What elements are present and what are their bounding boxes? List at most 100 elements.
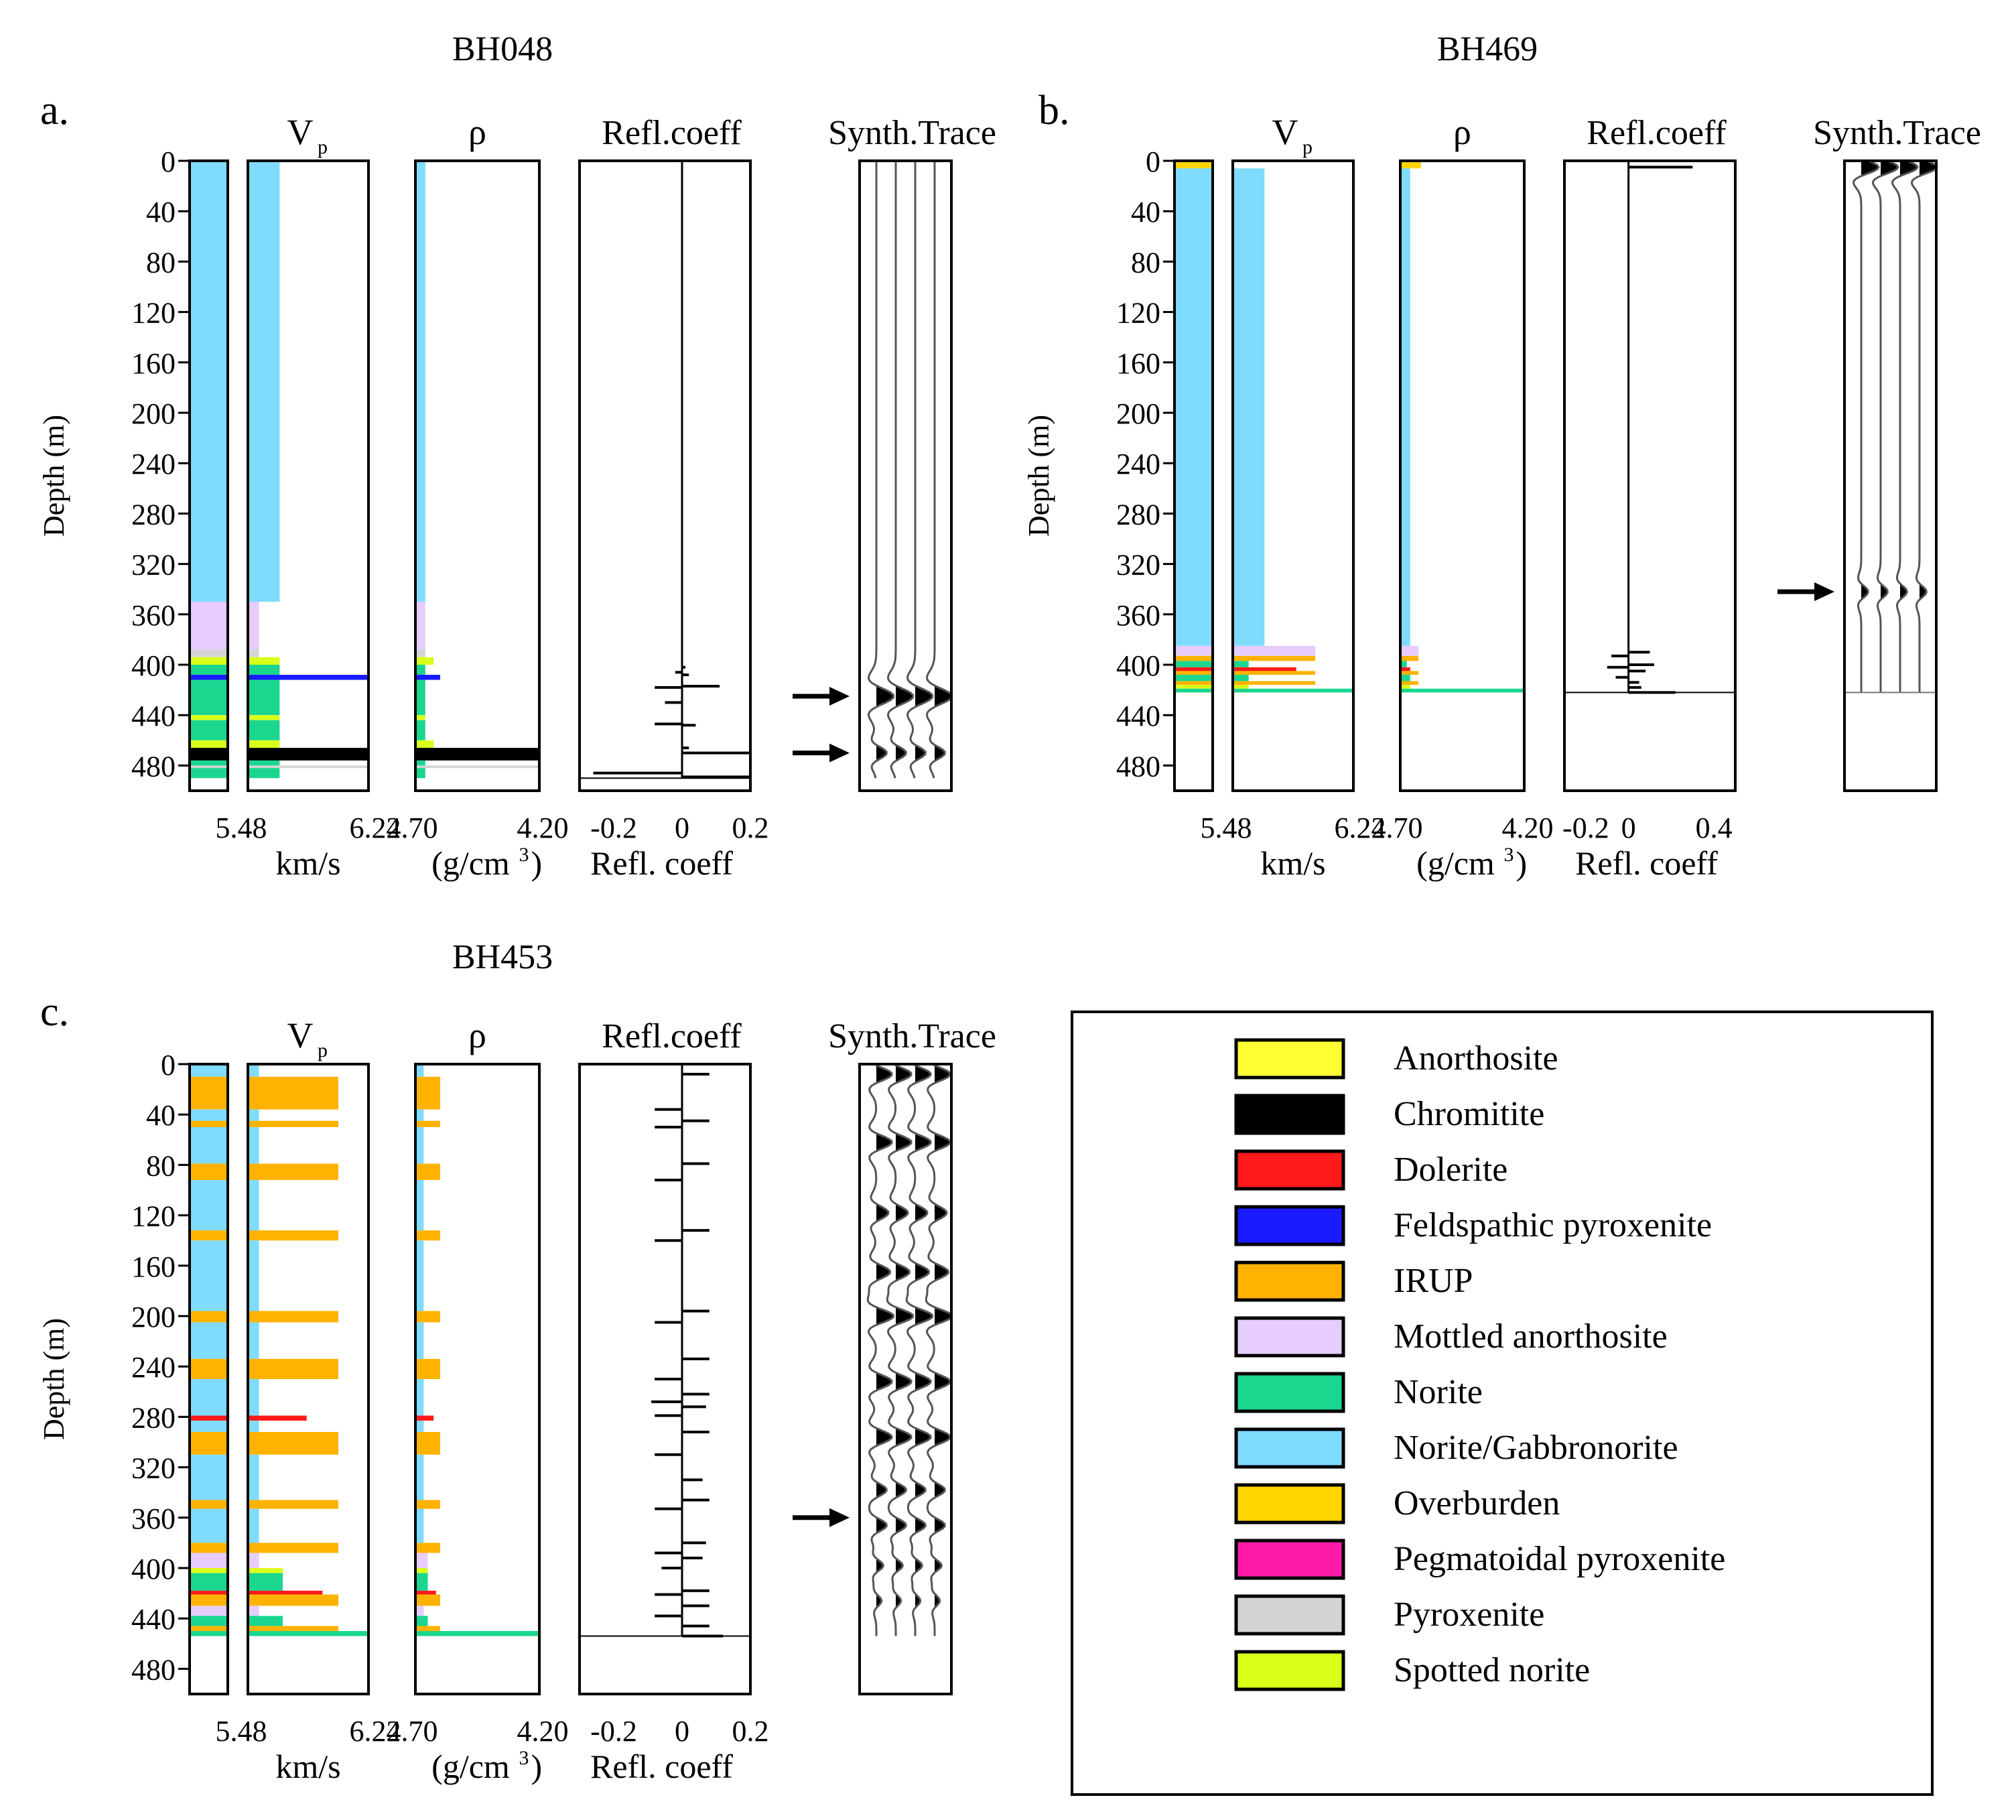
depth-tick: 200 bbox=[1116, 397, 1160, 430]
rho-bar bbox=[415, 1120, 440, 1127]
vp-heading-sub: p bbox=[318, 1039, 328, 1061]
trace-frame bbox=[858, 159, 953, 792]
synthetic-trace bbox=[866, 1063, 953, 1636]
panel-label: a. bbox=[40, 88, 69, 133]
vp-bar bbox=[248, 1606, 259, 1616]
lith-layer bbox=[1174, 661, 1213, 667]
vp-bar bbox=[248, 1543, 338, 1553]
vp-bar bbox=[248, 1568, 283, 1573]
rho-bar bbox=[415, 1626, 440, 1631]
depth-tick: 280 bbox=[1116, 498, 1160, 531]
vp-bar bbox=[248, 1631, 368, 1636]
vp-column bbox=[248, 1064, 368, 1636]
rho-tick: 2.70 bbox=[387, 811, 438, 844]
depth-tick: 160 bbox=[131, 1250, 176, 1283]
depth-tick: 200 bbox=[131, 1301, 176, 1334]
rho-bar bbox=[415, 1311, 440, 1323]
lith-layer bbox=[1174, 685, 1213, 689]
depth-tick: 360 bbox=[131, 599, 176, 632]
vp-bar bbox=[1233, 168, 1265, 646]
lith-layer bbox=[190, 1553, 228, 1568]
rho-heading: ρ bbox=[1453, 112, 1471, 152]
vp-column bbox=[1233, 161, 1353, 693]
legend-swatch bbox=[1234, 1038, 1345, 1080]
lith-layer bbox=[190, 765, 228, 769]
depth-tick: 120 bbox=[1116, 297, 1160, 330]
vp-bar bbox=[1233, 645, 1316, 656]
depth-tick: 480 bbox=[131, 750, 176, 783]
depth-axis-label: Depth (m) bbox=[1022, 415, 1055, 537]
rho-unit-end: ) bbox=[531, 844, 543, 882]
vp-bar bbox=[248, 1322, 259, 1359]
lith-layer bbox=[190, 1240, 228, 1311]
trace-wiggle bbox=[886, 1063, 915, 1636]
event-arrow-head bbox=[829, 743, 850, 763]
refl-tick: 0.2 bbox=[732, 811, 769, 844]
vp-bar bbox=[248, 1500, 338, 1509]
vp-bar bbox=[248, 1421, 259, 1432]
rho-unit-end: ) bbox=[531, 1748, 543, 1785]
vp-bar bbox=[248, 1311, 338, 1323]
rho-column bbox=[415, 1064, 539, 1636]
lithology-column bbox=[1174, 161, 1213, 693]
lith-layer bbox=[190, 1431, 228, 1455]
rho-bar bbox=[415, 1163, 440, 1180]
depth-tick: 480 bbox=[1116, 750, 1160, 783]
rho-bar bbox=[415, 1064, 424, 1077]
trace-wiggle bbox=[867, 161, 894, 779]
depth-tick: 400 bbox=[1116, 649, 1160, 682]
refl-tick: -0.2 bbox=[1562, 811, 1609, 844]
vp-bar bbox=[248, 1415, 307, 1421]
rho-unit: (g/cm bbox=[1416, 844, 1495, 882]
depth-tick: 160 bbox=[1116, 347, 1160, 380]
vp-column bbox=[248, 161, 368, 779]
rho-tick: 4.20 bbox=[517, 811, 569, 844]
refl-heading: Refl.coeff bbox=[1587, 114, 1727, 152]
rho-bar bbox=[1400, 645, 1419, 656]
depth-tick: 0 bbox=[1146, 145, 1160, 178]
vp-bar bbox=[248, 161, 280, 602]
vp-tick: 6.24 bbox=[1335, 811, 1386, 844]
depth-tick: 0 bbox=[161, 145, 176, 178]
lith-layer bbox=[1174, 667, 1213, 671]
legend-label: Spotted norite bbox=[1394, 1651, 1590, 1689]
lith-layer bbox=[190, 675, 228, 680]
depth-tick: 360 bbox=[1116, 599, 1160, 632]
trace-frame bbox=[858, 1063, 953, 1695]
rho-bar bbox=[415, 679, 425, 716]
rho-bar bbox=[415, 1421, 424, 1432]
refl-column bbox=[580, 1064, 750, 1638]
legend-label: Overburden bbox=[1394, 1484, 1560, 1522]
lith-layer bbox=[190, 665, 228, 675]
depth-tick: 0 bbox=[161, 1049, 176, 1082]
refl-tick: -0.2 bbox=[590, 1715, 637, 1748]
synth-heading: Synth.Trace bbox=[828, 114, 996, 152]
panel-title: BH453 bbox=[452, 938, 553, 976]
lith-layer bbox=[190, 1120, 228, 1127]
lith-layer bbox=[190, 1322, 228, 1359]
depth-tick: 80 bbox=[1131, 246, 1160, 279]
lith-layer bbox=[190, 1626, 228, 1631]
rho-bar bbox=[1400, 675, 1410, 681]
event-arrow-head bbox=[1814, 582, 1834, 601]
lith-layer bbox=[190, 1500, 228, 1509]
refl-frame bbox=[1563, 159, 1737, 792]
rho-unit-end: ) bbox=[1516, 844, 1528, 882]
vp-bar bbox=[248, 679, 280, 716]
lith-layer bbox=[190, 1230, 228, 1241]
lith-layer bbox=[190, 1454, 228, 1500]
depth-tick: 280 bbox=[131, 1401, 176, 1434]
legend-label: Feldspathic pyroxenite bbox=[1394, 1206, 1712, 1244]
legend-label: Dolerite bbox=[1394, 1151, 1507, 1189]
panel-label: b. bbox=[1038, 88, 1070, 133]
legend-label: Anorthosite bbox=[1394, 1039, 1558, 1078]
depth-tick: 400 bbox=[131, 1553, 176, 1585]
lith-layer bbox=[190, 1543, 228, 1553]
lith-layer bbox=[190, 748, 228, 761]
depth-tick: 440 bbox=[131, 700, 176, 732]
vp-tick: 5.48 bbox=[216, 1715, 267, 1748]
refl-tick: -0.2 bbox=[590, 811, 637, 844]
rho-tick: 2.70 bbox=[387, 1715, 438, 1748]
panel-title: BH048 bbox=[452, 30, 553, 68]
